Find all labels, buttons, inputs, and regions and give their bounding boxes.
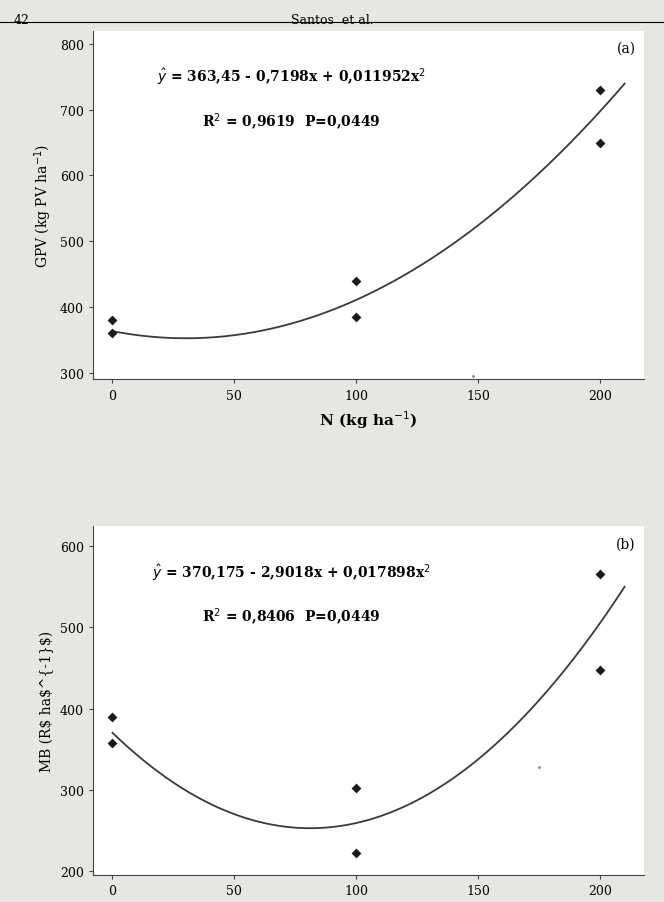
Point [595, 664, 606, 678]
Point [595, 567, 606, 582]
Point [351, 310, 362, 325]
Text: (b): (b) [616, 537, 636, 551]
Text: 42: 42 [13, 14, 29, 26]
Y-axis label: GPV (kg PV ha$^{-1}$): GPV (kg PV ha$^{-1}$) [33, 143, 54, 268]
Point [107, 314, 118, 328]
Text: $\hat{y}$ = 363,45 - 0,7198x + 0,011952x$^{2}$: $\hat{y}$ = 363,45 - 0,7198x + 0,011952x… [157, 67, 426, 87]
Text: Santos  et al.: Santos et al. [291, 14, 373, 26]
Point [107, 327, 118, 341]
Point [107, 710, 118, 724]
Point [595, 136, 606, 151]
Text: R$^{2}$ = 0,9619  P=0,0449: R$^{2}$ = 0,9619 P=0,0449 [202, 112, 380, 133]
Y-axis label: MB (R$ ha$^{-1}$): MB (R$ ha$^{-1}$) [40, 630, 54, 771]
X-axis label: N (kg ha$^{-1}$): N (kg ha$^{-1}$) [319, 409, 418, 430]
Point [107, 736, 118, 750]
Point [351, 846, 362, 861]
Text: (a): (a) [617, 42, 636, 56]
Point [351, 781, 362, 796]
Text: $\hat{y}$ = 370,175 - 2,9018x + 0,017898x$^{2}$: $\hat{y}$ = 370,175 - 2,9018x + 0,017898… [152, 561, 431, 582]
Point [351, 274, 362, 289]
Point [595, 84, 606, 98]
Text: R$^{2}$ = 0,8406  P=0,0449: R$^{2}$ = 0,8406 P=0,0449 [202, 606, 380, 628]
